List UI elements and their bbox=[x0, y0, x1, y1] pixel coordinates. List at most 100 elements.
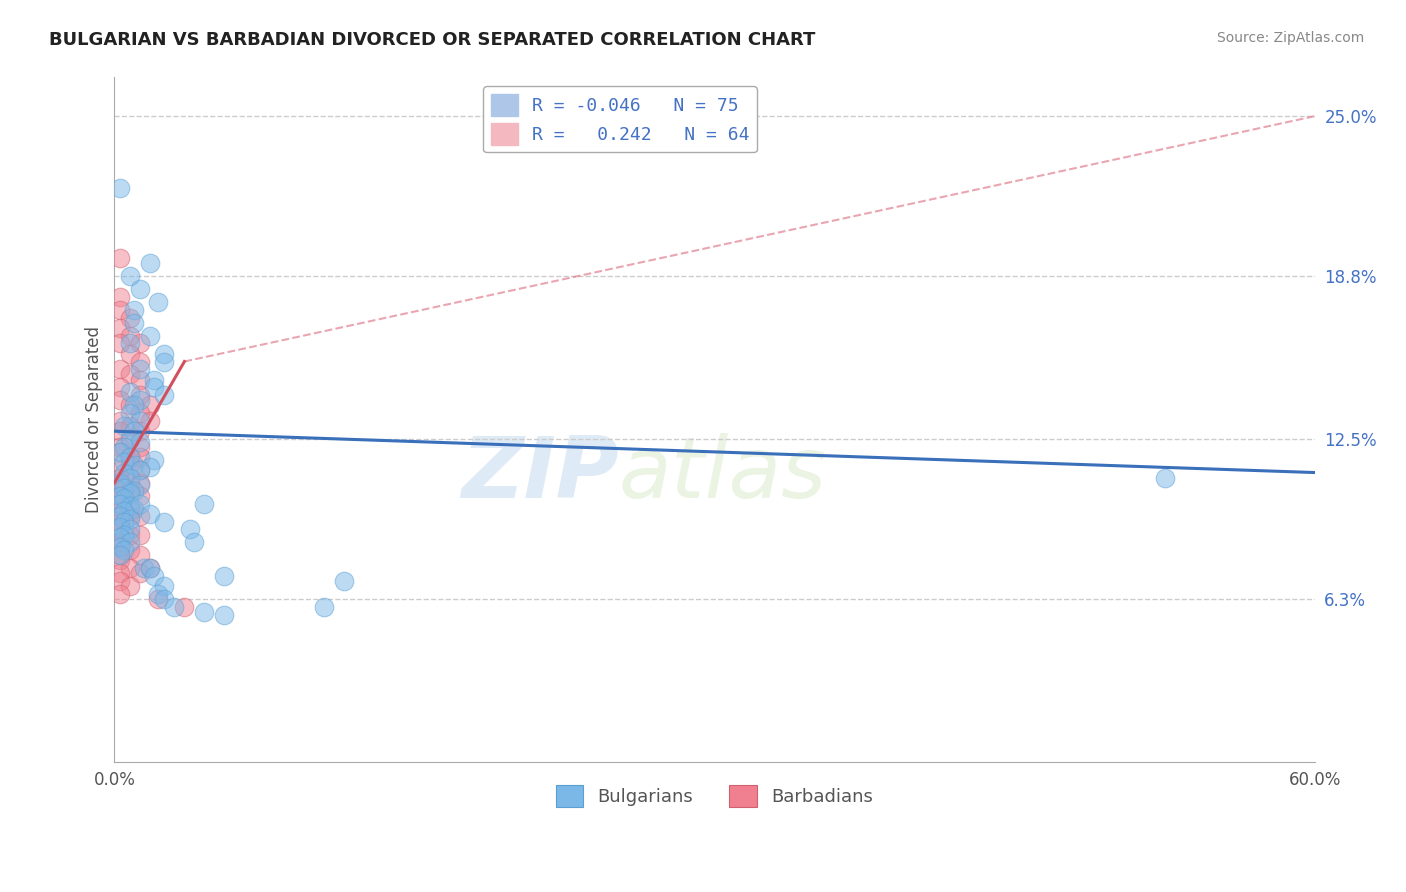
Point bbox=[193, 496, 215, 510]
Point bbox=[120, 522, 142, 536]
Point bbox=[112, 543, 135, 558]
Point bbox=[139, 561, 162, 575]
Point bbox=[139, 561, 162, 575]
Point bbox=[124, 398, 146, 412]
Point bbox=[129, 388, 152, 402]
Point bbox=[120, 406, 142, 420]
Point bbox=[120, 501, 142, 516]
Point bbox=[129, 354, 152, 368]
Point bbox=[120, 561, 142, 575]
Point bbox=[112, 419, 135, 434]
Point bbox=[120, 450, 142, 464]
Point bbox=[112, 440, 135, 454]
Point bbox=[112, 455, 135, 469]
Point bbox=[110, 489, 132, 503]
Point bbox=[124, 302, 146, 317]
Point bbox=[110, 445, 132, 459]
Point bbox=[153, 592, 176, 607]
Point bbox=[193, 605, 215, 619]
Point bbox=[112, 504, 135, 518]
Point bbox=[110, 496, 132, 510]
Point bbox=[112, 527, 135, 541]
Point bbox=[120, 269, 142, 284]
Point bbox=[129, 450, 152, 464]
Point bbox=[110, 321, 132, 335]
Point bbox=[139, 507, 162, 521]
Point bbox=[110, 520, 132, 534]
Text: atlas: atlas bbox=[619, 433, 827, 516]
Point bbox=[110, 414, 132, 428]
Point bbox=[110, 522, 132, 536]
Point bbox=[129, 362, 152, 376]
Point bbox=[110, 478, 132, 492]
Point bbox=[120, 398, 142, 412]
Point bbox=[163, 599, 186, 614]
Point bbox=[153, 388, 176, 402]
Point bbox=[110, 362, 132, 376]
Point bbox=[110, 380, 132, 394]
Point bbox=[110, 574, 132, 588]
Point bbox=[214, 607, 236, 622]
Point bbox=[120, 432, 142, 446]
Point bbox=[129, 463, 152, 477]
Point bbox=[333, 574, 356, 588]
Point bbox=[183, 535, 205, 549]
Point bbox=[139, 398, 162, 412]
Point bbox=[120, 347, 142, 361]
Point bbox=[110, 440, 132, 454]
Point bbox=[129, 282, 152, 296]
Point bbox=[110, 553, 132, 567]
Point bbox=[148, 592, 170, 607]
Point bbox=[129, 434, 152, 449]
Point bbox=[110, 471, 132, 485]
Point bbox=[120, 486, 142, 500]
Point bbox=[153, 579, 176, 593]
Point bbox=[120, 509, 142, 524]
Point bbox=[120, 471, 142, 485]
Point bbox=[124, 458, 146, 472]
Point bbox=[120, 432, 142, 446]
Point bbox=[120, 579, 142, 593]
Point bbox=[129, 373, 152, 387]
Point bbox=[110, 290, 132, 304]
Y-axis label: Divorced or Separated: Divorced or Separated bbox=[86, 326, 103, 513]
Text: BULGARIAN VS BARBADIAN DIVORCED OR SEPARATED CORRELATION CHART: BULGARIAN VS BARBADIAN DIVORCED OR SEPAR… bbox=[49, 31, 815, 49]
Point bbox=[139, 256, 162, 270]
Point bbox=[112, 466, 135, 480]
Point bbox=[129, 440, 152, 454]
Point bbox=[110, 393, 132, 408]
Point bbox=[120, 483, 142, 498]
Point bbox=[143, 380, 166, 394]
Point bbox=[143, 452, 166, 467]
Point bbox=[129, 424, 152, 438]
Point bbox=[129, 414, 152, 428]
Point bbox=[120, 419, 142, 434]
Point bbox=[314, 599, 336, 614]
Point bbox=[110, 489, 132, 503]
Point bbox=[129, 566, 152, 581]
Point bbox=[139, 328, 162, 343]
Point bbox=[129, 393, 152, 408]
Point bbox=[110, 445, 132, 459]
Point bbox=[139, 414, 162, 428]
Point bbox=[110, 302, 132, 317]
Point bbox=[153, 347, 176, 361]
Point bbox=[110, 587, 132, 601]
Point bbox=[110, 251, 132, 265]
Point bbox=[110, 530, 132, 544]
Point bbox=[179, 522, 201, 536]
Point bbox=[120, 368, 142, 382]
Point bbox=[148, 587, 170, 601]
Point bbox=[139, 460, 162, 475]
Text: Source: ZipAtlas.com: Source: ZipAtlas.com bbox=[1216, 31, 1364, 45]
Point bbox=[124, 501, 146, 516]
Point bbox=[134, 561, 156, 575]
Point bbox=[110, 463, 132, 477]
Point bbox=[110, 548, 132, 562]
Point bbox=[120, 450, 142, 464]
Point bbox=[129, 489, 152, 503]
Text: ZIP: ZIP bbox=[461, 433, 619, 516]
Point bbox=[110, 336, 132, 351]
Point bbox=[1153, 471, 1175, 485]
Point bbox=[120, 458, 142, 472]
